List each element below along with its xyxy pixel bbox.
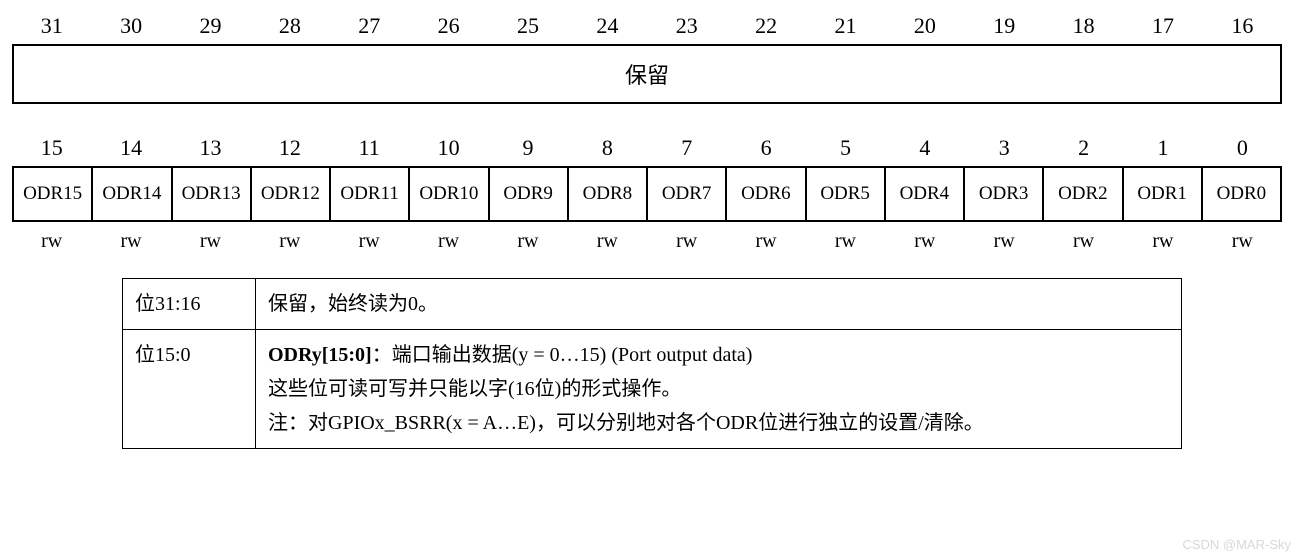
field-cell: ODR7: [648, 168, 727, 220]
bitnum: 3: [965, 134, 1044, 162]
field-cell: ODR15: [14, 168, 93, 220]
access-cell: rw: [1044, 228, 1123, 254]
table-row: 位31:16 保留，始终读为0。: [123, 279, 1182, 330]
reserved-field: 保留: [12, 44, 1282, 104]
field-cell: ODR9: [490, 168, 569, 220]
field-name-rest: ：端口输出数据(y = 0…15) (Port output data): [372, 344, 753, 366]
bitnum: 26: [409, 12, 488, 40]
watermark: CSDN @MAR-Sky: [1182, 537, 1291, 552]
access-cell: rw: [806, 228, 885, 254]
bit-description-table: 位31:16 保留，始终读为0。 位15:0 ODRy[15:0]：端口输出数据…: [122, 278, 1182, 449]
bitnum: 15: [12, 134, 91, 162]
field-cell: ODR11: [331, 168, 410, 220]
field-cell: ODR6: [727, 168, 806, 220]
bitnum: 30: [91, 12, 170, 40]
bits-range-cell: 位15:0: [123, 330, 256, 449]
access-cell: rw: [726, 228, 805, 254]
bitnum: 18: [1044, 12, 1123, 40]
field-cell: ODR1: [1124, 168, 1203, 220]
desc-line: 注：对GPIOx_BSRR(x = A…E)，可以分别地对各个ODR位进行独立的…: [268, 412, 984, 434]
field-name-bold: ODRy[15:0]: [268, 344, 372, 366]
field-cell: ODR0: [1203, 168, 1282, 220]
access-cell: rw: [488, 228, 567, 254]
bitnum: 20: [885, 12, 964, 40]
access-cell: rw: [171, 228, 250, 254]
access-cell: rw: [1203, 228, 1282, 254]
bitnum: 16: [1203, 12, 1282, 40]
bits-desc-cell: ODRy[15:0]：端口输出数据(y = 0…15) (Port output…: [256, 330, 1182, 449]
bitnum: 12: [250, 134, 329, 162]
bitnum: 6: [726, 134, 805, 162]
bitnum: 31: [12, 12, 91, 40]
access-cell: rw: [409, 228, 488, 254]
bitnum: 21: [806, 12, 885, 40]
bitnum: 0: [1203, 134, 1282, 162]
bitnum: 24: [568, 12, 647, 40]
bitnum: 22: [726, 12, 805, 40]
access-row: rw rw rw rw rw rw rw rw rw rw rw rw rw r…: [12, 228, 1282, 254]
bitnum: 10: [409, 134, 488, 162]
bitnum: 1: [1123, 134, 1202, 162]
access-cell: rw: [885, 228, 964, 254]
access-cell: rw: [91, 228, 170, 254]
bitnum: 9: [488, 134, 567, 162]
field-row-odr: ODR15 ODR14 ODR13 ODR12 ODR11 ODR10 ODR9…: [12, 166, 1282, 222]
bitnum: 23: [647, 12, 726, 40]
field-cell: ODR4: [886, 168, 965, 220]
access-cell: rw: [12, 228, 91, 254]
bitnum: 25: [488, 12, 567, 40]
bitnum-row-low: 15 14 13 12 11 10 9 8 7 6 5 4 3 2 1 0: [12, 134, 1282, 162]
field-cell: ODR5: [807, 168, 886, 220]
bits-desc-cell: 保留，始终读为0。: [256, 279, 1182, 330]
bitnum-row-high: 31 30 29 28 27 26 25 24 23 22 21 20 19 1…: [12, 12, 1282, 40]
bitnum: 5: [806, 134, 885, 162]
bitnum: 17: [1123, 12, 1202, 40]
bits-range-cell: 位31:16: [123, 279, 256, 330]
field-cell: ODR14: [93, 168, 172, 220]
field-cell: ODR2: [1044, 168, 1123, 220]
bitnum: 27: [330, 12, 409, 40]
bitnum: 11: [330, 134, 409, 162]
access-cell: rw: [965, 228, 1044, 254]
access-cell: rw: [647, 228, 726, 254]
bitnum: 4: [885, 134, 964, 162]
bitnum: 14: [91, 134, 170, 162]
access-cell: rw: [250, 228, 329, 254]
field-cell: ODR8: [569, 168, 648, 220]
access-cell: rw: [1123, 228, 1202, 254]
desc-line: 这些位可读可写并只能以字(16位)的形式操作。: [268, 378, 681, 400]
access-cell: rw: [568, 228, 647, 254]
table-row: 位15:0 ODRy[15:0]：端口输出数据(y = 0…15) (Port …: [123, 330, 1182, 449]
bitnum: 29: [171, 12, 250, 40]
field-cell: ODR10: [410, 168, 489, 220]
bitnum: 13: [171, 134, 250, 162]
bitnum: 8: [568, 134, 647, 162]
bitnum: 28: [250, 12, 329, 40]
bitnum: 7: [647, 134, 726, 162]
field-cell: ODR12: [252, 168, 331, 220]
reserved-label: 保留: [625, 58, 669, 90]
register-diagram: 31 30 29 28 27 26 25 24 23 22 21 20 19 1…: [12, 12, 1282, 449]
field-cell: ODR3: [965, 168, 1044, 220]
bitnum: 2: [1044, 134, 1123, 162]
access-cell: rw: [330, 228, 409, 254]
field-cell: ODR13: [173, 168, 252, 220]
bitnum: 19: [965, 12, 1044, 40]
